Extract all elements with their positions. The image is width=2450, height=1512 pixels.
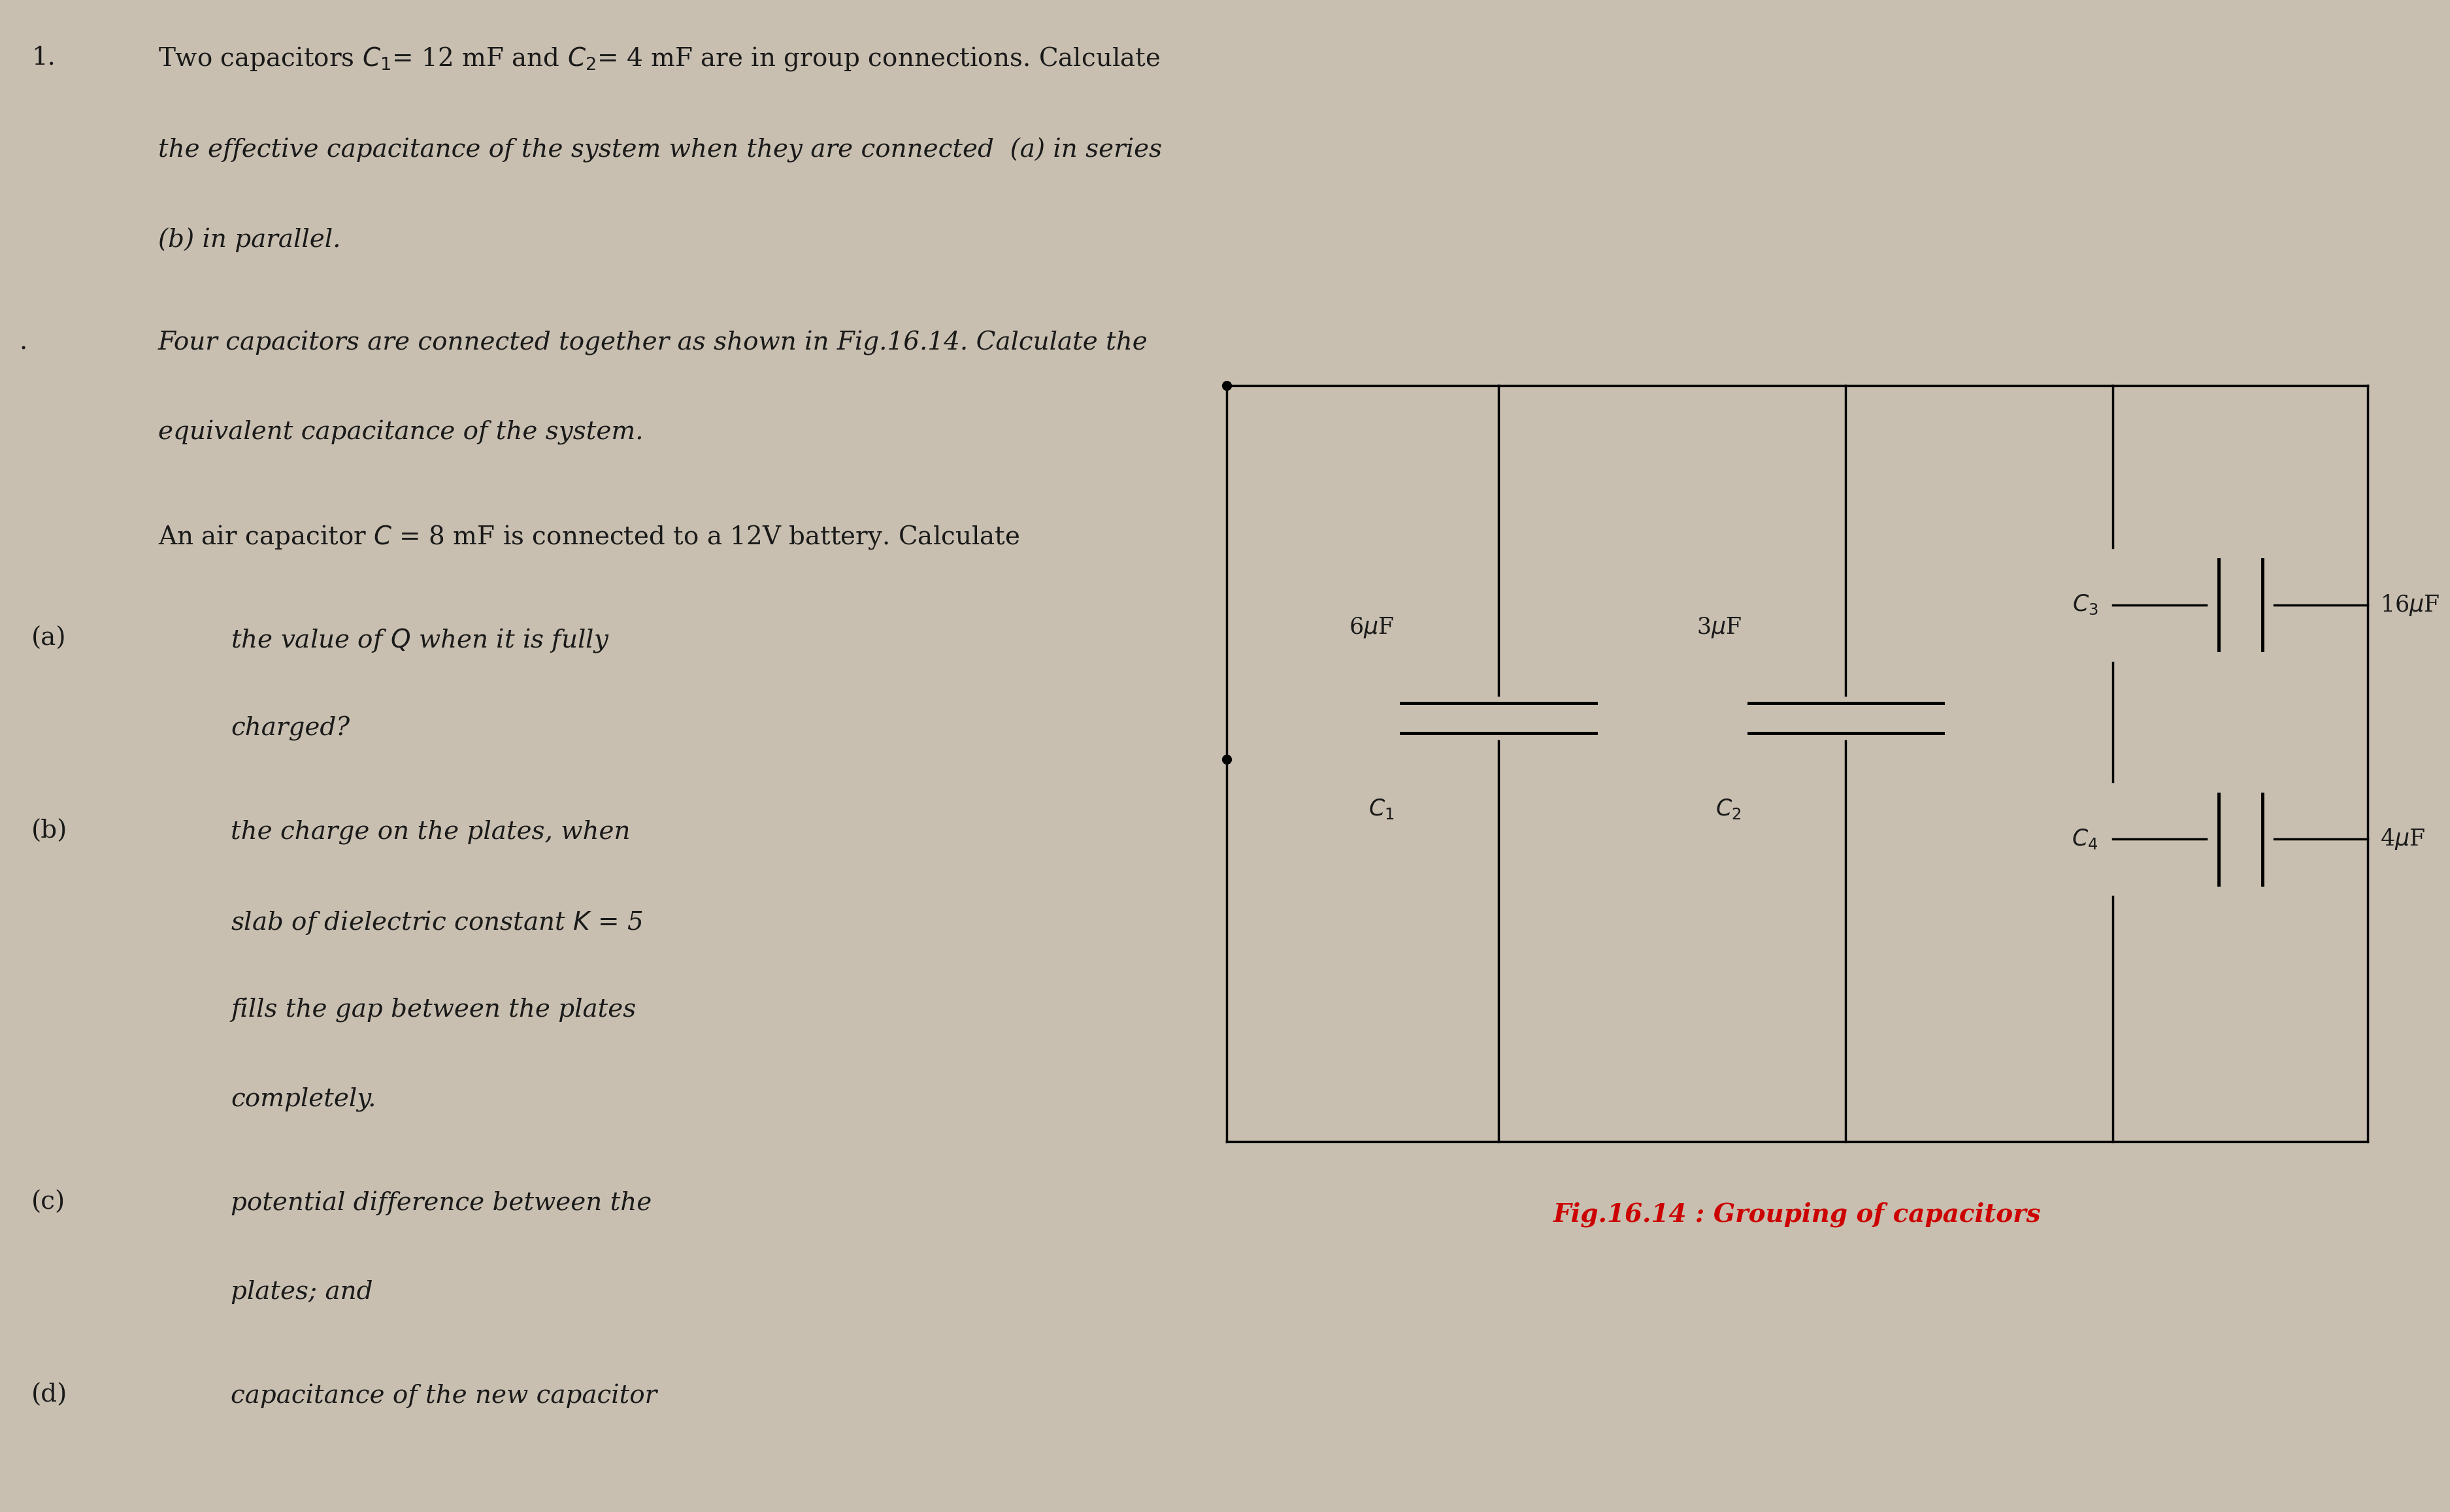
Text: (d): (d)	[32, 1383, 69, 1408]
Text: .: .	[20, 331, 27, 355]
Text: 3$\mu$F: 3$\mu$F	[1695, 615, 1742, 640]
Text: Four capacitors are connected together as shown in Fig.16.14. Calculate the: Four capacitors are connected together a…	[157, 331, 1147, 355]
Text: plates; and: plates; and	[230, 1279, 372, 1303]
Text: $C_4$: $C_4$	[2073, 827, 2097, 851]
Text: 16$\mu$F: 16$\mu$F	[2379, 593, 2440, 617]
Text: the charge on the plates, when: the charge on the plates, when	[230, 820, 630, 844]
Text: Fig.16.14 : Grouping of capacitors: Fig.16.14 : Grouping of capacitors	[1553, 1202, 2041, 1228]
Text: $C_1$: $C_1$	[1367, 797, 1394, 821]
Text: the effective capacitance of the system when they are connected  (a) in series: the effective capacitance of the system …	[157, 138, 1161, 163]
Text: slab of dielectric constant $K$ = 5: slab of dielectric constant $K$ = 5	[230, 909, 642, 936]
Text: 4$\mu$F: 4$\mu$F	[2379, 827, 2426, 851]
Text: (b) in parallel.: (b) in parallel.	[157, 227, 341, 253]
Text: 1.: 1.	[32, 45, 56, 70]
Text: fills the gap between the plates: fills the gap between the plates	[230, 998, 637, 1022]
Text: capacitance of the new capacitor: capacitance of the new capacitor	[230, 1383, 657, 1408]
Text: 6$\mu$F: 6$\mu$F	[1350, 615, 1394, 640]
Text: charged?: charged?	[230, 717, 350, 741]
Text: the value of $Q$ when it is fully: the value of $Q$ when it is fully	[230, 626, 610, 655]
Text: $C_2$: $C_2$	[1715, 797, 1742, 821]
Text: An air capacitor $C$ = 8 mF is connected to a 12V battery. Calculate: An air capacitor $C$ = 8 mF is connected…	[157, 523, 1019, 550]
Text: Two capacitors $C_1$= 12 mF and $C_2$= 4 mF are in group connections. Calculate: Two capacitors $C_1$= 12 mF and $C_2$= 4…	[157, 45, 1159, 73]
Text: equivalent capacitance of the system.: equivalent capacitance of the system.	[157, 420, 644, 445]
Text: completely.: completely.	[230, 1087, 377, 1111]
Text: (b): (b)	[32, 820, 69, 844]
Text: (a): (a)	[32, 626, 66, 650]
Text: (c): (c)	[32, 1190, 66, 1214]
Text: potential difference between the: potential difference between the	[230, 1190, 652, 1216]
Text: $C_3$: $C_3$	[2073, 593, 2097, 617]
